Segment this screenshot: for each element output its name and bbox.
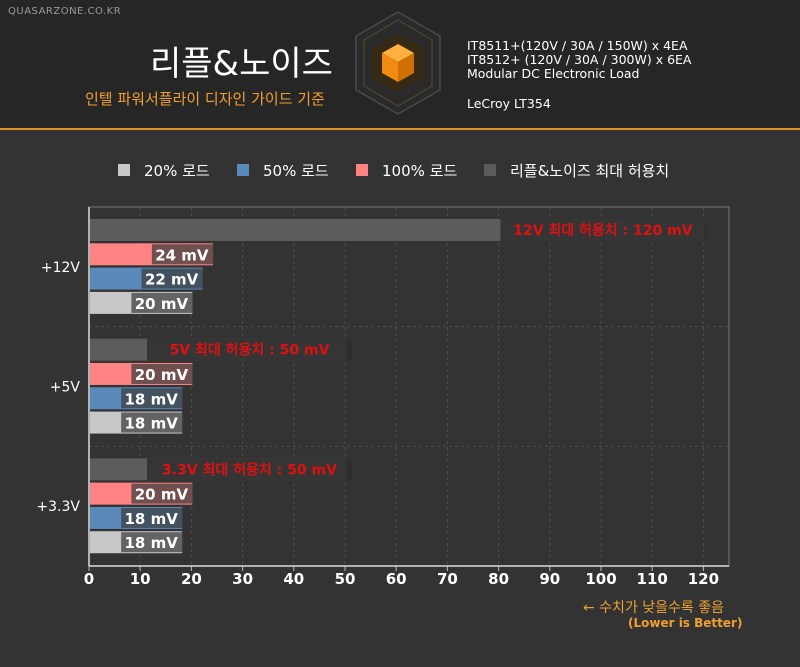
category-label: +12V — [41, 260, 81, 276]
value-label: 20 mV — [135, 366, 189, 384]
legend-label: 50% 로드 — [263, 162, 329, 180]
max-label: 3.3V 최대 허용치 : 50 mV — [162, 461, 337, 478]
legend-label: 리플&노이즈 최대 허용치 — [510, 162, 669, 180]
value-label: 20 mV — [135, 295, 189, 313]
equipment-line-2: IT8512+ (120V / 30A / 300W) x 6EA — [467, 52, 692, 67]
value-label-box — [131, 483, 194, 504]
value-label: 18 mV — [124, 510, 178, 528]
legend-label: 100% 로드 — [382, 162, 457, 180]
x-tick-label: 80 — [488, 570, 509, 588]
max-label-box — [147, 338, 352, 361]
legend-swatch — [356, 164, 368, 176]
x-tick-label: 60 — [386, 570, 407, 588]
value-label-box — [121, 412, 184, 433]
max-label-box — [147, 458, 352, 481]
legend-swatch — [118, 164, 130, 176]
value-label: 18 mV — [124, 390, 178, 408]
legend-swatch — [484, 164, 496, 176]
chart-subtitle: 인텔 파워서플라이 디자인 가이드 기준 — [85, 90, 325, 108]
value-label-box — [141, 268, 204, 289]
equipment-line-1: IT8511+(120V / 30A / 150W) x 4EA — [467, 38, 688, 53]
legend-label: 20% 로드 — [144, 162, 210, 180]
max-label: 12V 최대 허용치 : 120 mV — [513, 222, 692, 239]
value-label: 18 mV — [124, 415, 178, 433]
value-label-box — [151, 244, 214, 265]
lower-is-better-note: ← 수치가 낮을수록 좋음 — [583, 600, 725, 616]
value-label-box — [121, 388, 184, 409]
header-divider — [0, 128, 800, 130]
chart-title: 리플&노이즈 — [150, 44, 333, 84]
value-label-box — [121, 532, 184, 553]
max-label: 5V 최대 허용치 : 50 mV — [170, 342, 330, 359]
x-tick-label: 30 — [232, 570, 253, 588]
legend-swatch — [237, 164, 249, 176]
value-label: 22 mV — [145, 271, 199, 289]
equipment-line-3: Modular DC Electronic Load — [467, 66, 640, 81]
value-label: 18 mV — [124, 534, 178, 552]
x-tick-label: 90 — [539, 570, 560, 588]
x-tick-label: 70 — [437, 570, 458, 588]
value-label: 20 mV — [135, 486, 189, 504]
value-label-box — [121, 507, 184, 528]
value-label-box — [131, 292, 194, 313]
category-label: +5V — [50, 380, 81, 396]
x-tick-label: 50 — [335, 570, 356, 588]
x-tick-label: 110 — [637, 570, 668, 588]
x-tick-label: 40 — [283, 570, 304, 588]
x-tick-label: 10 — [130, 570, 151, 588]
max-label-box — [500, 219, 706, 241]
equipment-line-4: LeCroy LT354 — [467, 96, 551, 111]
lower-is-better-note-en: (Lower is Better) — [628, 616, 743, 630]
site-name: QUASARZONE.CO.KR — [8, 6, 122, 17]
category-label: +3.3V — [36, 499, 80, 515]
plot-frame — [88, 206, 730, 567]
x-tick-label: 100 — [585, 570, 616, 588]
x-tick-label: 0 — [84, 570, 94, 588]
x-tick-label: 120 — [688, 570, 719, 588]
x-tick-label: 20 — [181, 570, 202, 588]
cube-logo-icon — [355, 11, 441, 115]
value-label-box — [131, 363, 194, 384]
value-label: 24 mV — [155, 246, 209, 264]
